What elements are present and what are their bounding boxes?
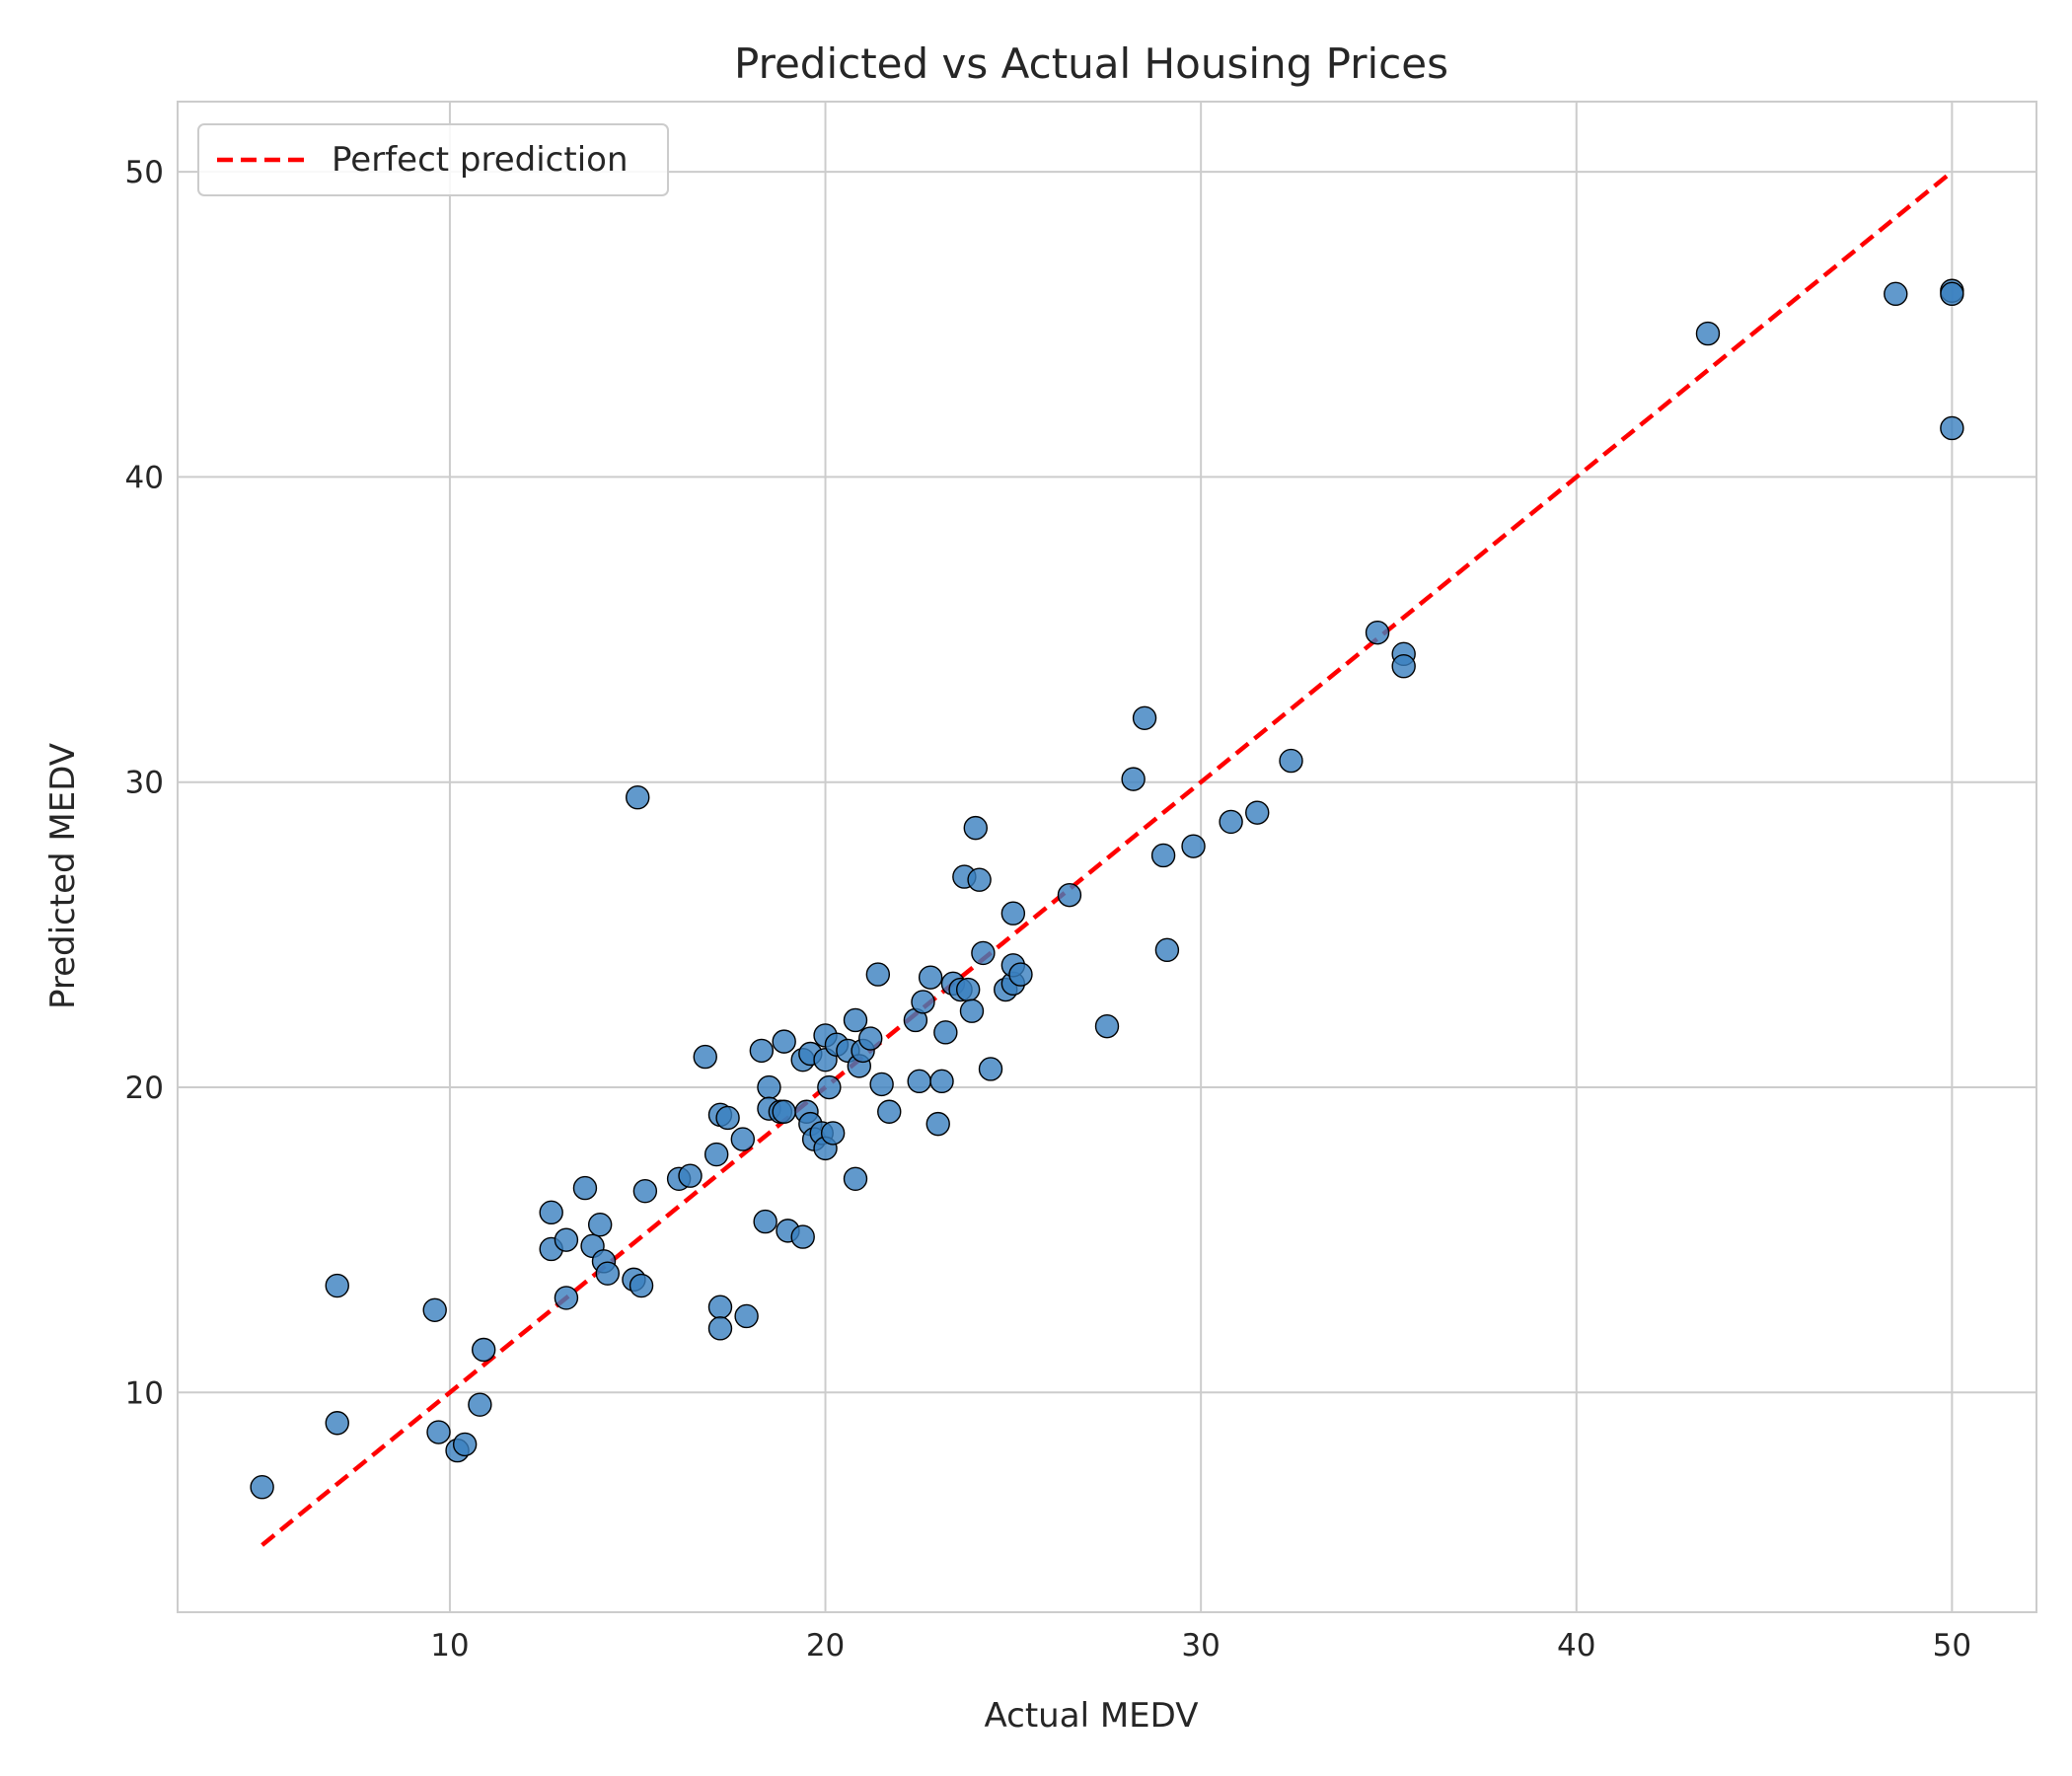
data-point [757,1074,781,1100]
data-point [959,999,985,1023]
legend-entry-perfect-prediction: Perfect prediction [332,140,629,180]
data-point [749,1038,775,1064]
data-point [554,1227,579,1252]
data-point [971,940,996,966]
data-point [1365,620,1390,645]
y-tick-label: 10 [125,1375,164,1411]
data-point [1181,834,1206,858]
data-point [918,965,943,990]
data-point [422,1297,447,1323]
data-point [626,784,650,810]
data-point [772,1099,796,1124]
x-tick-label: 40 [1557,1628,1595,1664]
data-point [471,1337,496,1363]
data-point [753,1209,777,1234]
y-tick-label: 20 [125,1071,164,1106]
data-point [707,1295,733,1319]
x-tick-label: 20 [806,1628,845,1664]
data-point [693,1044,717,1070]
data-point [1094,1013,1120,1039]
data-point [468,1392,492,1417]
data-point [678,1163,703,1188]
data-point [1695,321,1721,346]
data-point [539,1200,563,1225]
data-point [426,1420,451,1444]
grid [178,102,2036,1612]
data-point [1121,767,1146,791]
data-point [632,1178,658,1204]
x-axis-label: Actual MEDV [985,1696,1199,1736]
y-tick-label: 30 [125,766,164,801]
data-point [452,1432,478,1457]
data-point [1150,843,1176,868]
data-point [858,1026,883,1051]
legend: Perfect prediction [197,123,669,196]
data-point [1940,415,1964,441]
y-tick-label: 40 [125,460,164,495]
data-point [911,990,935,1014]
tick-labels: 10 20 30 40 50 10 20 30 40 50 [125,155,1972,1664]
data-point [843,1007,868,1033]
data-point [1219,809,1243,835]
data-point [978,1057,1003,1081]
data-point [572,1175,598,1201]
data-point [877,1099,902,1124]
data-point [250,1474,274,1500]
data-point [1391,653,1416,679]
data-point [325,1273,349,1298]
data-point [925,1111,950,1137]
data-point [963,815,988,841]
chart-title: Predicted vs Actual Housing Prices [734,39,1448,88]
data-point [325,1411,349,1436]
data-point [629,1273,654,1298]
data-point [554,1286,579,1310]
data-point [1279,748,1303,774]
x-tick-label: 30 [1181,1628,1220,1664]
data-point [772,1029,796,1054]
data-point [1008,962,1033,987]
data-point [955,977,981,1002]
data-point [1057,882,1082,908]
data-point [967,867,992,892]
y-tick-label: 50 [125,155,164,190]
data-point [595,1261,620,1286]
perfect-prediction-line [260,170,1954,1547]
data-point [1940,281,1964,307]
data-point [730,1127,756,1151]
data-point [1884,281,1908,307]
data-point [790,1224,815,1249]
data-point [929,1069,954,1094]
data-point [869,1072,894,1097]
legend-box [197,123,669,196]
data-point [707,1316,733,1341]
data-point [1154,937,1180,963]
data-points [250,278,1964,1500]
data-point [907,1069,931,1094]
y-axis-label: Predicted MEDV [43,743,83,1009]
plot-frame [177,101,2037,1613]
data-point [865,962,891,987]
data-point [1245,800,1270,825]
data-point [1132,705,1157,730]
data-point [820,1121,846,1146]
data-point [703,1142,729,1167]
x-tick-label: 50 [1933,1628,1971,1664]
x-tick-label: 10 [430,1628,469,1664]
data-point [587,1212,613,1237]
data-point [843,1166,868,1192]
data-point [817,1074,842,1100]
data-point [1000,901,1026,925]
data-point [933,1020,958,1045]
data-point [734,1303,759,1329]
data-point [715,1105,740,1131]
